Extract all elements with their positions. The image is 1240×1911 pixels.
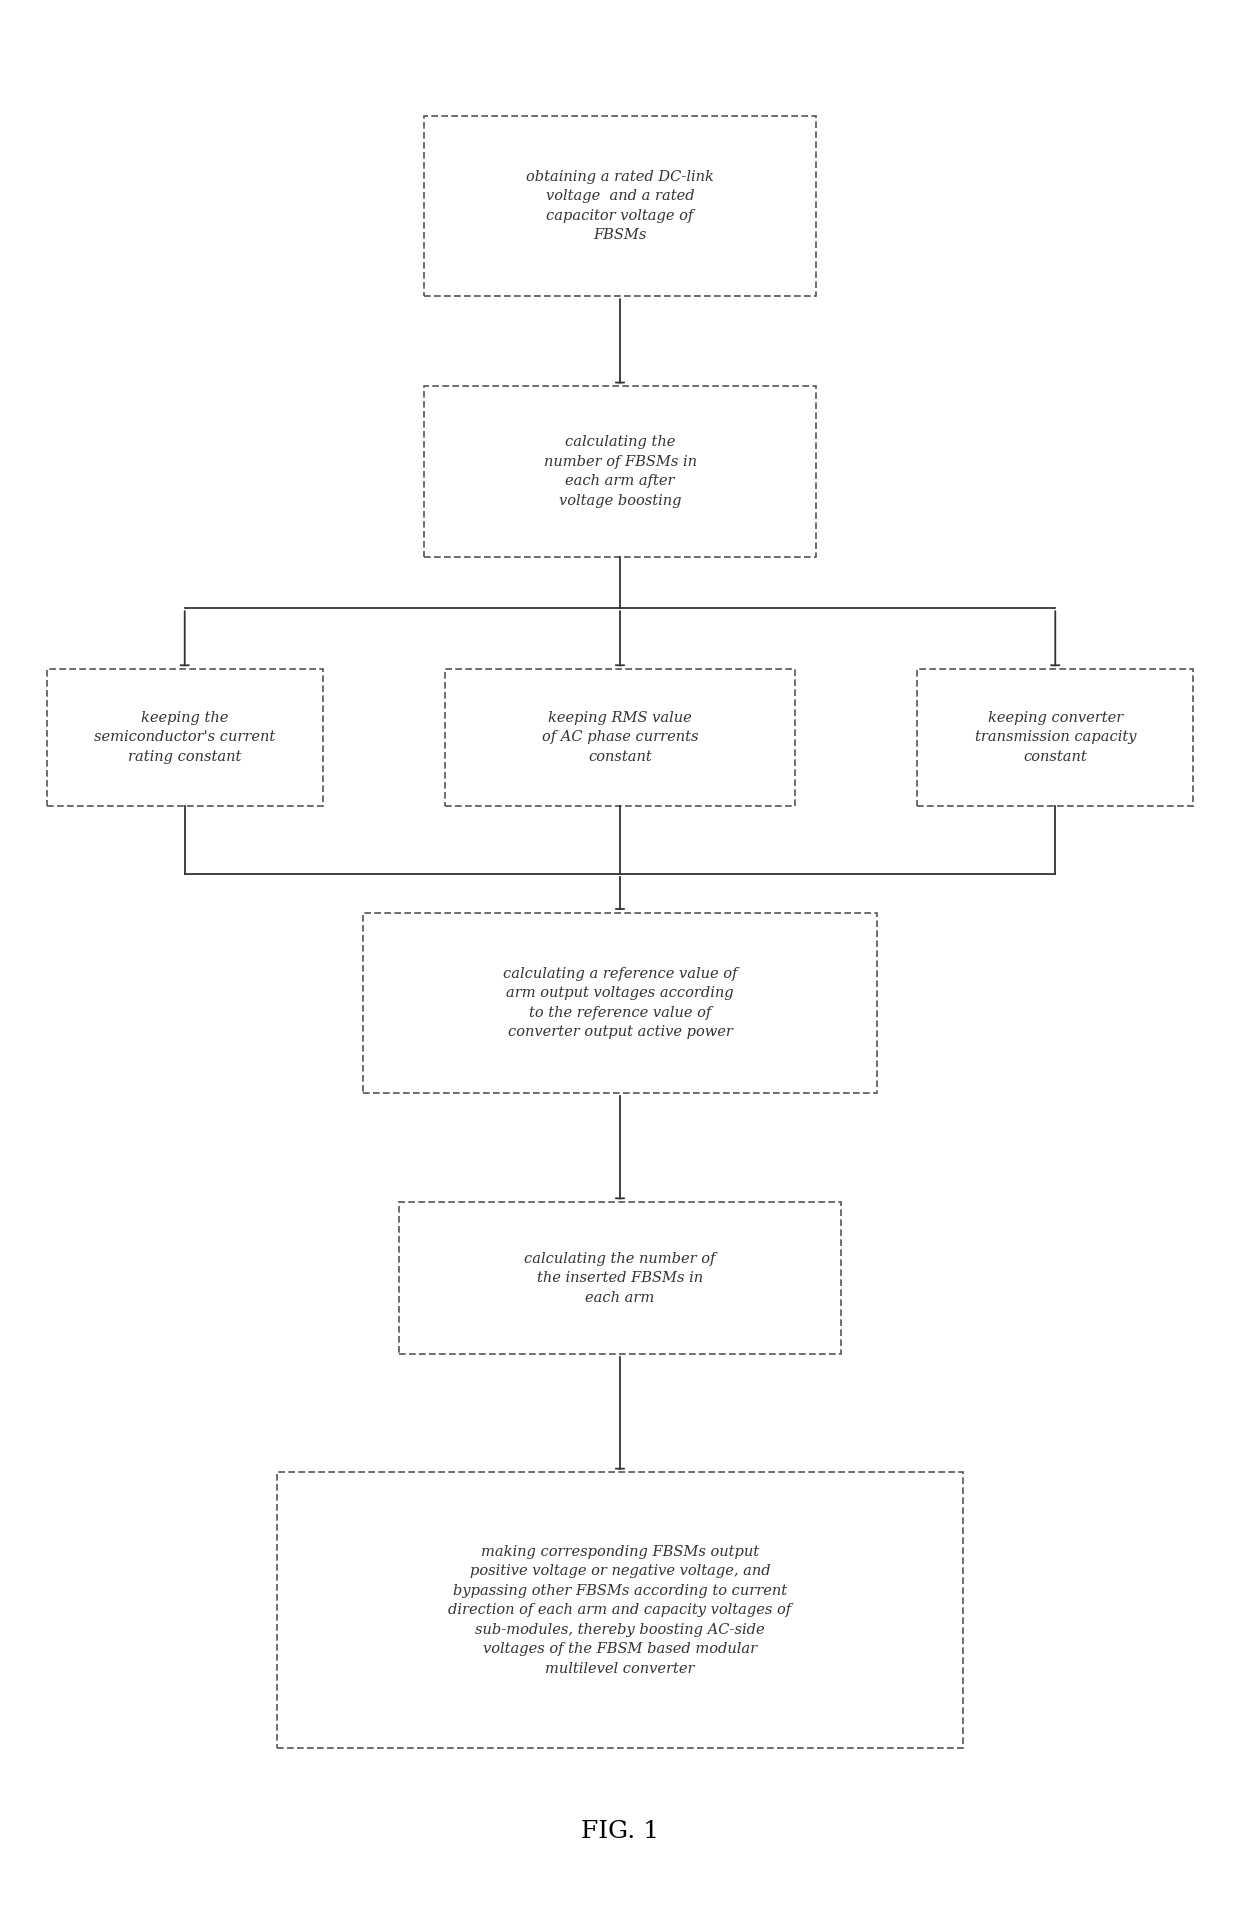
Text: obtaining a rated DC-link
voltage  and a rated
capacitor voltage of
FBSMs: obtaining a rated DC-link voltage and a …: [526, 170, 714, 243]
Text: FIG. 1: FIG. 1: [582, 1821, 658, 1844]
FancyBboxPatch shape: [445, 669, 795, 806]
FancyBboxPatch shape: [918, 669, 1193, 806]
FancyBboxPatch shape: [399, 1202, 841, 1353]
Text: calculating the
number of FBSMs in
each arm after
voltage boosting: calculating the number of FBSMs in each …: [543, 436, 697, 508]
Text: calculating the number of
the inserted FBSMs in
each arm: calculating the number of the inserted F…: [525, 1252, 715, 1305]
FancyBboxPatch shape: [424, 386, 816, 558]
Text: keeping converter
transmission capacity
constant: keeping converter transmission capacity …: [975, 711, 1136, 764]
Text: keeping the
semiconductor's current
rating constant: keeping the semiconductor's current rati…: [94, 711, 275, 764]
FancyBboxPatch shape: [47, 669, 322, 806]
FancyBboxPatch shape: [424, 117, 816, 296]
Text: making corresponding FBSMs output
positive voltage or negative voltage, and
bypa: making corresponding FBSMs output positi…: [449, 1544, 791, 1676]
Text: calculating a reference value of
arm output voltages according
to the reference : calculating a reference value of arm out…: [502, 967, 738, 1040]
FancyBboxPatch shape: [362, 913, 878, 1093]
Text: keeping RMS value
of AC phase currents
constant: keeping RMS value of AC phase currents c…: [542, 711, 698, 764]
FancyBboxPatch shape: [277, 1473, 963, 1747]
